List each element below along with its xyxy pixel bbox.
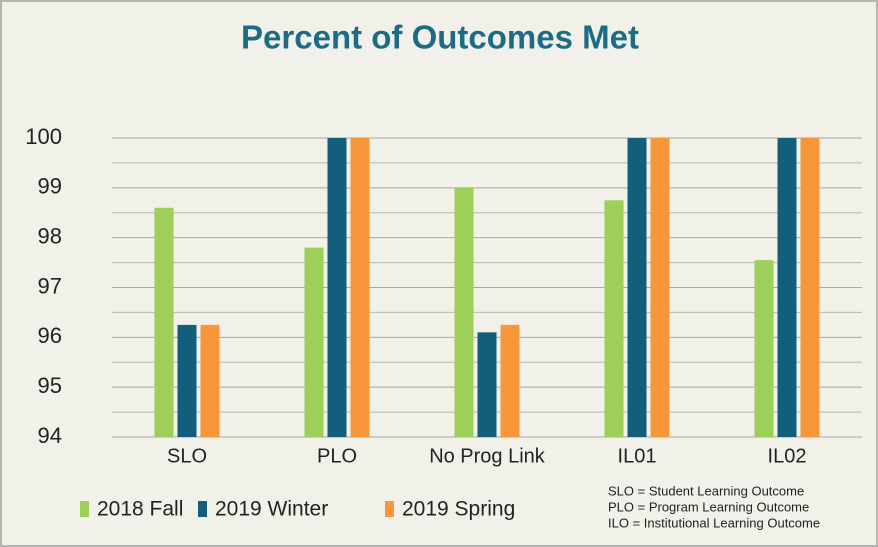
x-tick-label: No Prog Link <box>429 445 546 467</box>
chart-title: Percent of Outcomes Met <box>241 19 639 56</box>
note: PLO = Program Learning Outcome <box>608 499 809 514</box>
legend-swatch <box>385 501 394 517</box>
bar <box>177 324 197 437</box>
y-tick-label: 99 <box>38 174 62 199</box>
y-tick-label: 97 <box>38 273 62 298</box>
x-tick-label: SLO <box>167 445 207 467</box>
bar <box>777 138 797 437</box>
bar <box>454 187 474 437</box>
bar <box>800 138 820 437</box>
note: SLO = Student Learning Outcome <box>608 483 804 498</box>
bar <box>650 138 670 437</box>
legend-swatch <box>80 501 89 517</box>
bar <box>200 324 220 437</box>
y-tick-label: 96 <box>38 323 62 348</box>
y-tick-label: 100 <box>25 124 62 149</box>
x-tick-label: IL02 <box>768 445 807 467</box>
y-tick-label: 95 <box>38 373 62 398</box>
y-tick-label: 94 <box>38 423 62 448</box>
legend-label: 2019 Spring <box>402 498 515 521</box>
bar <box>604 200 624 437</box>
bar <box>754 260 774 437</box>
y-tick-label: 98 <box>38 223 62 248</box>
x-tick-label: PLO <box>317 445 357 467</box>
x-tick-label: IL01 <box>618 445 657 467</box>
bar <box>350 138 370 437</box>
bar <box>500 324 520 437</box>
bar <box>304 247 324 437</box>
legend-swatch <box>198 501 207 517</box>
note: ILO = Institutional Learning Outcome <box>608 515 820 530</box>
bar <box>327 138 347 437</box>
bar <box>627 138 647 437</box>
bar <box>477 332 497 437</box>
bar <box>154 207 174 437</box>
legend-label: 2018 Fall <box>97 498 183 521</box>
legend-label: 2019 Winter <box>215 498 328 521</box>
